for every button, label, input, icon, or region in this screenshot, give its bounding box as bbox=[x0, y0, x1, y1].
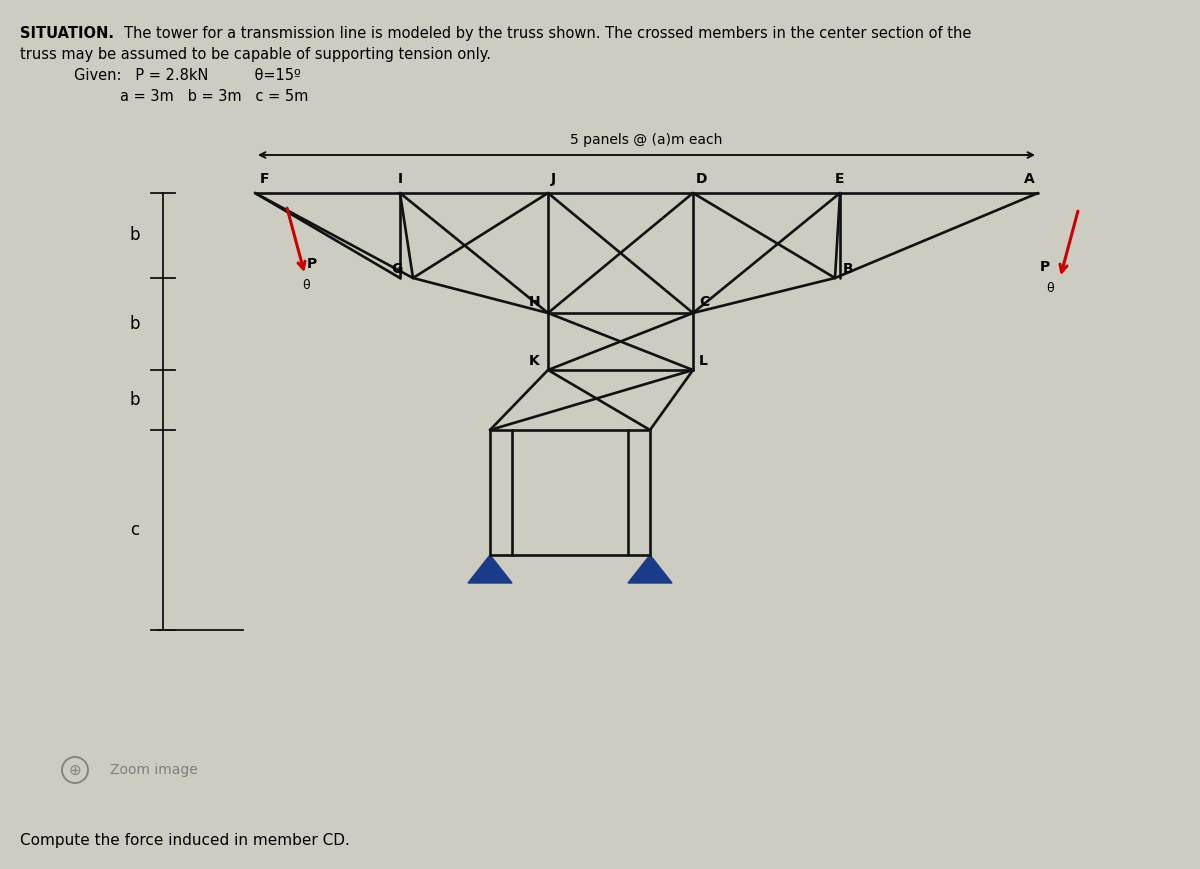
Text: Compute the force induced in member CD.: Compute the force induced in member CD. bbox=[20, 833, 350, 847]
Text: A: A bbox=[1025, 172, 1034, 186]
Text: a = 3m   b = 3m   c = 5m: a = 3m b = 3m c = 5m bbox=[120, 89, 308, 103]
Text: SITUATION.: SITUATION. bbox=[20, 26, 114, 41]
Text: B: B bbox=[842, 262, 853, 276]
Text: L: L bbox=[698, 354, 708, 368]
Text: truss may be assumed to be capable of supporting tension only.: truss may be assumed to be capable of su… bbox=[20, 47, 492, 62]
Text: F: F bbox=[260, 172, 270, 186]
Text: K: K bbox=[529, 354, 540, 368]
Text: 5 panels @ (a)m each: 5 panels @ (a)m each bbox=[570, 133, 722, 147]
Polygon shape bbox=[628, 555, 672, 583]
Text: Zoom image: Zoom image bbox=[110, 763, 198, 777]
Text: The tower for a transmission line is modeled by the truss shown. The crossed mem: The tower for a transmission line is mod… bbox=[124, 26, 971, 41]
Text: E: E bbox=[835, 172, 845, 186]
Text: Given:   P = 2.8kN          θ=15º: Given: P = 2.8kN θ=15º bbox=[74, 68, 301, 83]
Text: c: c bbox=[131, 521, 139, 539]
Polygon shape bbox=[468, 555, 512, 583]
Text: H: H bbox=[528, 295, 540, 309]
Text: b: b bbox=[130, 315, 140, 333]
Text: ⊕: ⊕ bbox=[68, 762, 82, 778]
Text: P: P bbox=[307, 257, 317, 271]
Text: G: G bbox=[391, 262, 403, 276]
Text: b: b bbox=[130, 391, 140, 409]
Text: C: C bbox=[698, 295, 709, 309]
Text: D: D bbox=[696, 172, 708, 186]
Text: I: I bbox=[397, 172, 402, 186]
Text: θ: θ bbox=[302, 279, 310, 292]
Text: b: b bbox=[130, 227, 140, 244]
Text: θ: θ bbox=[1046, 282, 1054, 295]
Text: J: J bbox=[551, 172, 556, 186]
Text: P: P bbox=[1039, 260, 1050, 274]
